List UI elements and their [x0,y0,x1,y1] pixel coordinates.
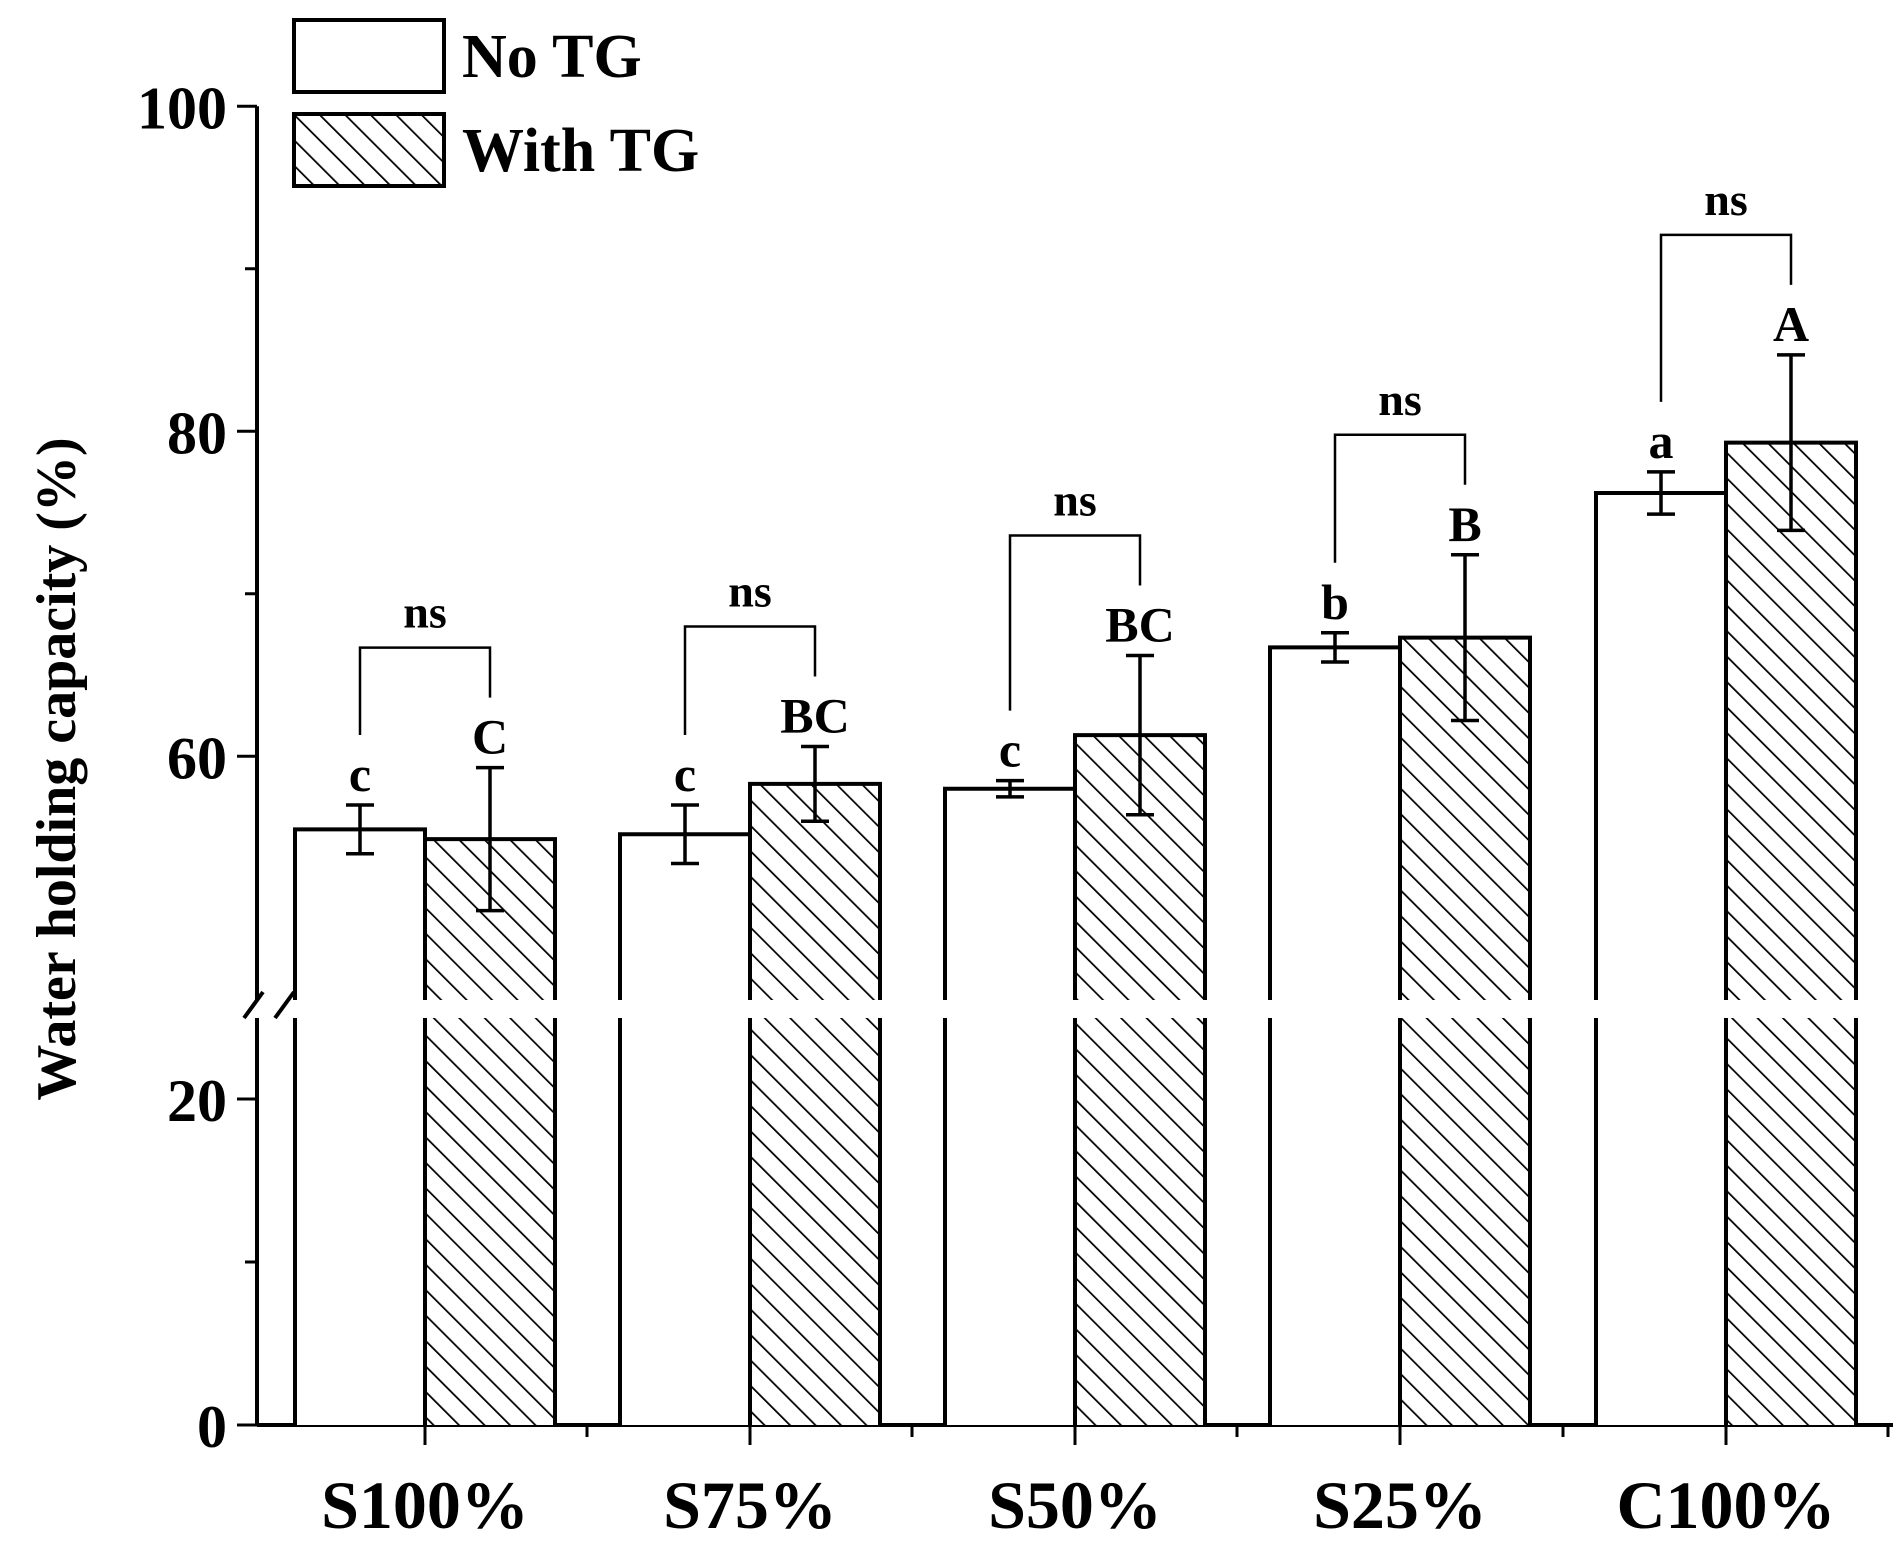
axis-break-mark [242,990,265,1020]
bar-fill-no-tg [295,1018,425,1425]
bar-fill-no-tg [1270,647,1400,1000]
x-tick-label: S50% [988,1467,1162,1541]
error-bar-with-tg [1451,553,1479,723]
comparison-label: ns [1053,475,1096,526]
comparison-label: ns [1378,374,1421,425]
bar-fill-no-tg [620,1018,750,1425]
significance-letter-with-tg: BC [780,688,849,744]
significance-letter-no-tg: c [349,746,371,802]
legend: No TG With TG [292,18,699,188]
error-bar-with-tg [1126,653,1154,817]
significance-letter-no-tg: c [674,746,696,802]
y-tick-label: 20 [167,1068,227,1134]
y-tick-label: 60 [167,725,227,791]
error-bar-no-tg [996,778,1024,799]
significance-letter-no-tg: a [1649,413,1674,469]
bar-fill-no-tg [1596,1018,1726,1425]
significance-letter-with-tg: BC [1105,597,1174,653]
bar-fill-no-tg [945,788,1075,1000]
axis-break-mark [273,990,296,1020]
y-tick-label: 100 [137,75,227,141]
comparison-bracket [358,646,492,735]
bar-fill-with-tg [750,1018,880,1425]
error-bar-with-tg [801,744,829,823]
error-bar-no-tg [1321,631,1349,664]
significance-letter-with-tg: C [472,709,508,765]
bar-with-tg-lower [748,1018,882,1425]
legend-label-with-tg: With TG [462,117,699,185]
significance-letter-with-tg: B [1448,496,1481,552]
bar-fill-no-tg [945,1018,1075,1425]
bar-fill-with-tg [425,1018,555,1425]
x-tick-label: S75% [663,1467,837,1541]
bar-with-tg-lower [1398,1018,1532,1425]
significance-letter-no-tg: c [999,722,1021,778]
error-bar-no-tg [671,803,699,866]
significance-letter-with-tg: A [1773,296,1809,352]
comparison-label: ns [403,587,446,638]
comparison-label: ns [728,566,771,617]
y-axis-label: Water holding capacity (%) [26,437,88,1100]
bar-fill-no-tg [1270,1018,1400,1425]
comparison-bracket [1008,534,1142,711]
bar-fill-with-tg [1400,1018,1530,1425]
y-tick-label: 0 [197,1394,227,1460]
error-bar-no-tg [1647,470,1675,516]
x-tick-label: S100% [321,1467,529,1541]
bars [293,440,1858,1425]
error-bar-no-tg [346,803,374,856]
annotations: c Cns c BC ns c BC ns b Bns a Ans [346,174,1809,913]
comparison-bracket [683,625,817,735]
bar-fill-with-tg [1726,442,1856,1000]
legend-label-no-tg: No TG [462,23,642,91]
legend-swatch-hatched [292,112,446,188]
y-tick-label: 80 [167,400,227,466]
bar-fill-no-tg [1596,493,1726,1000]
bar-with-tg-lower [423,1018,557,1425]
bar-fill-with-tg [1075,1018,1205,1425]
legend-swatch-open [292,18,446,94]
x-tick-label: S25% [1313,1467,1487,1541]
bar-fill-with-tg [1726,1018,1856,1425]
error-bar-with-tg [476,765,504,913]
x-tick-labels: S100% S75% S50% S25% C100% [321,1467,1835,1541]
comparison-bracket [1333,433,1467,563]
significance-letter-no-tg: b [1321,574,1349,630]
x-tick-label: C100% [1616,1467,1835,1541]
bar-with-tg-lower [1073,1018,1207,1425]
y-tick-labels: 0 20 60 80 100 [137,75,227,1460]
bar-with-tg-lower [1724,1018,1858,1425]
comparison-bracket [1659,233,1793,402]
comparison-label: ns [1704,174,1747,225]
bar-fill-no-tg [295,829,425,1000]
error-bar-with-tg [1777,353,1805,533]
